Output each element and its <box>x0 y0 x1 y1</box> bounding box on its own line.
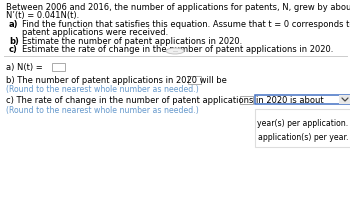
Text: Find the function that satisfies this equation. Assume that t = 0 corresponds to: Find the function that satisfies this eq… <box>22 20 350 29</box>
Text: b): b) <box>9 37 19 46</box>
Text: N’(t) = 0.041N(t).: N’(t) = 0.041N(t). <box>6 11 79 20</box>
Text: Estimate the number of patent applications in 2020.: Estimate the number of patent applicatio… <box>22 37 242 46</box>
Bar <box>52 63 65 71</box>
Text: a): a) <box>9 20 19 29</box>
Text: c): c) <box>9 45 18 54</box>
Text: ...: ... <box>172 48 178 53</box>
Text: a) N(t) =: a) N(t) = <box>6 63 43 72</box>
Text: c) The rate of change in the number of patent applications in 2020 is about: c) The rate of change in the number of p… <box>6 96 324 105</box>
Bar <box>240 96 253 104</box>
Text: .: . <box>202 76 205 85</box>
Bar <box>188 76 201 84</box>
Bar <box>255 109 350 147</box>
Text: year(s) per application.: year(s) per application. <box>257 119 349 128</box>
Text: patent applications were received.: patent applications were received. <box>22 28 168 37</box>
Ellipse shape <box>166 48 184 54</box>
Text: Estimate the rate of change in the number of patent applications in 2020.: Estimate the rate of change in the numbe… <box>22 45 333 54</box>
Text: application(s) per year.: application(s) per year. <box>258 133 348 142</box>
Text: (Round to the nearest whole number as needed.): (Round to the nearest whole number as ne… <box>6 85 199 94</box>
Text: b) The number of patent applications in 2020 will be: b) The number of patent applications in … <box>6 76 227 85</box>
Bar <box>339 95 350 104</box>
Text: Between 2006 and 2016, the number of applications for patents, N, grew by about : Between 2006 and 2016, the number of app… <box>6 3 350 12</box>
Text: (Round to the nearest whole number as needed.): (Round to the nearest whole number as ne… <box>6 106 199 115</box>
Bar <box>255 95 350 104</box>
